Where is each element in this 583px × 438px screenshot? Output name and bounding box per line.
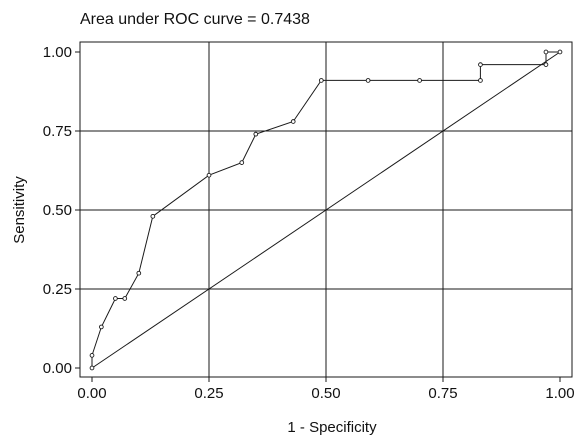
roc-point	[136, 270, 142, 276]
y-tick-label: 0.75	[43, 123, 72, 140]
roc-point	[290, 119, 296, 124]
x-tick-label: 0.75	[428, 385, 457, 402]
y-axis-label: Sensitivity	[11, 176, 28, 244]
y-tick-label: 0.25	[43, 281, 72, 298]
x-tick-label: 0.50	[311, 385, 340, 402]
roc-point	[113, 296, 118, 301]
roc-point	[89, 353, 95, 358]
reference-diagonal-line	[91, 51, 561, 369]
roc-point	[99, 324, 104, 330]
y-tick-label: 0.00	[43, 360, 72, 377]
roc-point	[365, 78, 371, 83]
roc-point	[122, 296, 128, 301]
y-tick-label: 0.50	[43, 202, 72, 219]
roc-point	[557, 49, 563, 55]
axis-ticks: 0.00 0.25 0.50 0.75 1.00 0.00 0.25 0.50 0.75 1.00	[43, 44, 575, 402]
roc-point	[239, 160, 245, 165]
roc-point	[89, 365, 95, 371]
roc-point	[150, 213, 156, 219]
roc-point	[417, 78, 422, 83]
roc-point	[318, 78, 324, 83]
chart-title: Area under ROC curve = 0.7438	[80, 11, 310, 28]
x-tick-label: 0.25	[194, 385, 223, 402]
x-tick-label: 1.00	[545, 385, 574, 402]
y-tick-label: 1.00	[43, 44, 72, 61]
roc-point	[478, 62, 483, 67]
roc-point	[478, 78, 483, 83]
roc-point	[543, 49, 549, 55]
series-layer	[89, 49, 563, 371]
x-tick-label: 0.00	[77, 385, 106, 402]
roc-point	[543, 62, 549, 67]
roc-point	[253, 131, 259, 137]
x-axis-label: 1 - Specificity	[287, 419, 377, 436]
roc-point	[206, 172, 212, 178]
